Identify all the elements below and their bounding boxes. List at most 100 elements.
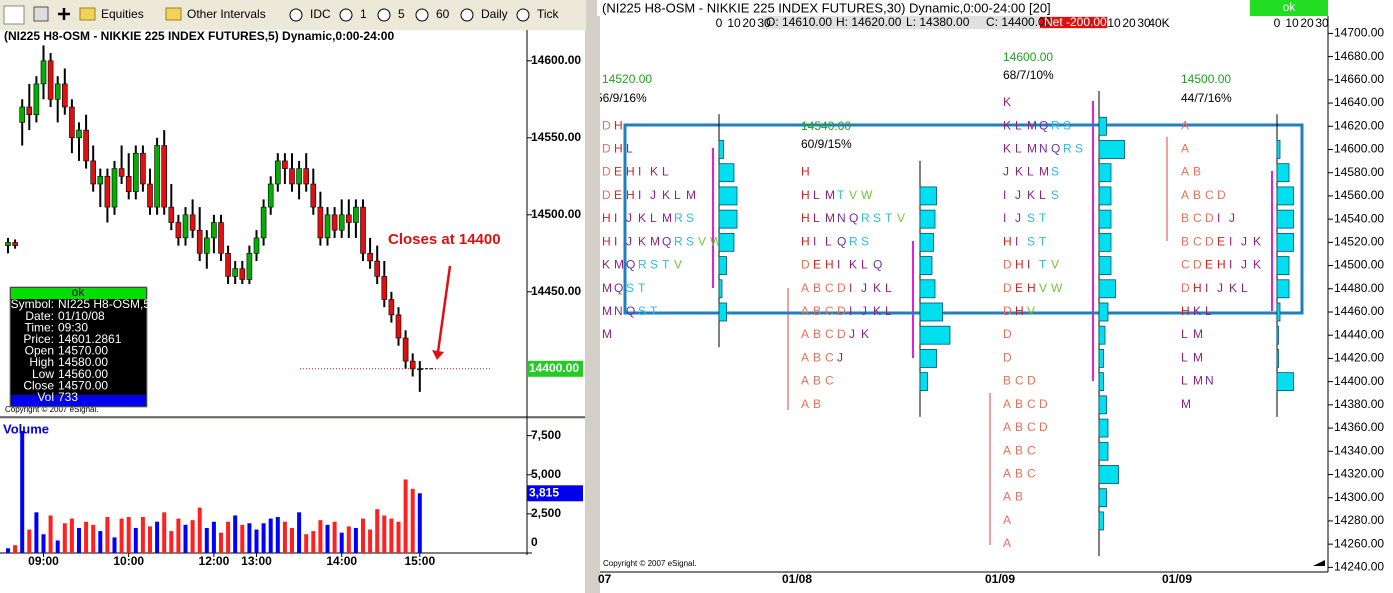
candle-body (111, 168, 118, 208)
tpo-letters: D (1003, 351, 1012, 365)
volume-bar (1098, 325, 1106, 345)
candle-body (61, 83, 68, 108)
tpo-letters: A (1181, 118, 1189, 132)
volume-bar (247, 523, 252, 553)
volume-bar (268, 518, 273, 553)
y-tick-label: 14240.00 (1334, 560, 1384, 574)
y-tick-label: 14620.00 (1334, 118, 1384, 132)
add-button[interactable] (58, 8, 70, 20)
tpo-letters: H K L (1181, 304, 1212, 318)
volume-bar (140, 517, 145, 553)
folder-icon (79, 7, 96, 21)
volume-bar (718, 140, 724, 159)
candle-body (47, 60, 54, 100)
data-window-label: Price: (23, 332, 54, 346)
volume-bar (1098, 209, 1112, 229)
volume-bar (1276, 140, 1281, 159)
candle-body (317, 206, 324, 239)
volume-bar (1098, 163, 1112, 183)
volume-bar (919, 209, 936, 229)
tpo-letters: A B C D I J K L (801, 304, 892, 318)
toolbar-button[interactable]: Daily (481, 7, 508, 21)
properties-button[interactable] (33, 6, 49, 22)
candle-body (246, 253, 253, 280)
x-tick-label: 12:00 (199, 554, 230, 568)
tpo-letters: A B C D I J K L (801, 281, 892, 295)
toolbar-button[interactable]: Tick (537, 7, 560, 21)
candle-body (353, 206, 359, 223)
volume-bar (304, 534, 309, 553)
volume-bar (1276, 349, 1279, 368)
volume-bar (55, 540, 60, 553)
tpo-letters: I J K L S (1003, 188, 1059, 202)
volume-bar (1098, 349, 1104, 368)
annotation-arrow (436, 265, 452, 353)
volume-bar (20, 430, 25, 553)
data-window-label: Close (23, 378, 54, 392)
volume-bar (1098, 140, 1125, 159)
volume-bar (332, 521, 337, 553)
toolbar-button[interactable]: IDC (310, 7, 331, 21)
candle-body (289, 168, 295, 185)
ohlc-value: O: 14610.00 (766, 15, 832, 29)
toolbar-button[interactable]: 5 (398, 7, 405, 21)
candle-body (395, 314, 402, 339)
toolbar-button[interactable]: Equities (101, 7, 144, 21)
data-window-label: Date: (25, 309, 54, 323)
tpo-letters: M N Q S T (602, 304, 658, 318)
last-volume-label: 3,815 (529, 485, 559, 499)
volume-bar (1098, 232, 1112, 252)
candle-body (182, 214, 189, 239)
volume-bar (98, 531, 103, 553)
toolbar-button[interactable]: 60 (436, 7, 450, 21)
y-tick-label: 14440.00 (1334, 327, 1384, 341)
tpo-letters: D (1003, 327, 1012, 341)
volume-bar (275, 517, 280, 553)
volume-bar (211, 521, 216, 553)
volume-bar (148, 526, 152, 553)
y-tick-label: 14600.00 (1334, 142, 1384, 156)
date-label: 07 (598, 572, 612, 586)
time-axis (0, 555, 585, 593)
volume-bar (382, 515, 387, 553)
scroll-icon[interactable] (1313, 560, 1325, 566)
tpo-letters: A B C (1003, 467, 1036, 481)
volume-bar (112, 537, 117, 553)
tpo-letters: A B C (1003, 443, 1036, 457)
candle-body (218, 222, 224, 254)
candle-body (374, 260, 381, 277)
volume-bar (1098, 441, 1109, 461)
candle-body (12, 242, 18, 246)
copyright: Copyright © 2007 eSignal. (603, 559, 697, 568)
tpo-letters: D H L (602, 142, 633, 156)
link-button[interactable] (3, 5, 25, 25)
tpo-letters: L M N (1181, 374, 1214, 388)
candle-body (147, 183, 153, 208)
volume-scale-label: 0 (1274, 16, 1281, 30)
tpo-letters: A B C (801, 374, 834, 388)
tpo-letters: A (1181, 142, 1189, 156)
volume-bar (1098, 186, 1112, 206)
volume-bar (1098, 488, 1107, 508)
poc-label: 14520.00 (602, 72, 652, 86)
candle-body (310, 183, 317, 208)
volume-bar (1098, 116, 1107, 136)
y-tick-label: 14660.00 (1334, 72, 1384, 86)
volume-bar (226, 521, 231, 553)
volume-bar (368, 529, 373, 553)
candle-body (140, 152, 146, 185)
candle-body (260, 206, 267, 239)
toolbar-button[interactable]: 1 (360, 7, 367, 21)
y-tick-label: 14360.00 (1334, 420, 1384, 434)
ohlc-value: C: 14400.00 (986, 15, 1052, 29)
profile-axis (1328, 16, 1393, 593)
toolbar-button[interactable]: Other Intervals (187, 7, 266, 21)
tpo-letters: K M Q R S T V (602, 258, 682, 272)
volume-bar (919, 186, 937, 206)
volume-bar (13, 545, 18, 553)
interval-icon (516, 8, 530, 22)
y-tick-label: 14520.00 (1334, 235, 1384, 249)
interval-icon (289, 8, 303, 22)
candle-body (161, 145, 167, 208)
volume-bar (204, 527, 209, 553)
